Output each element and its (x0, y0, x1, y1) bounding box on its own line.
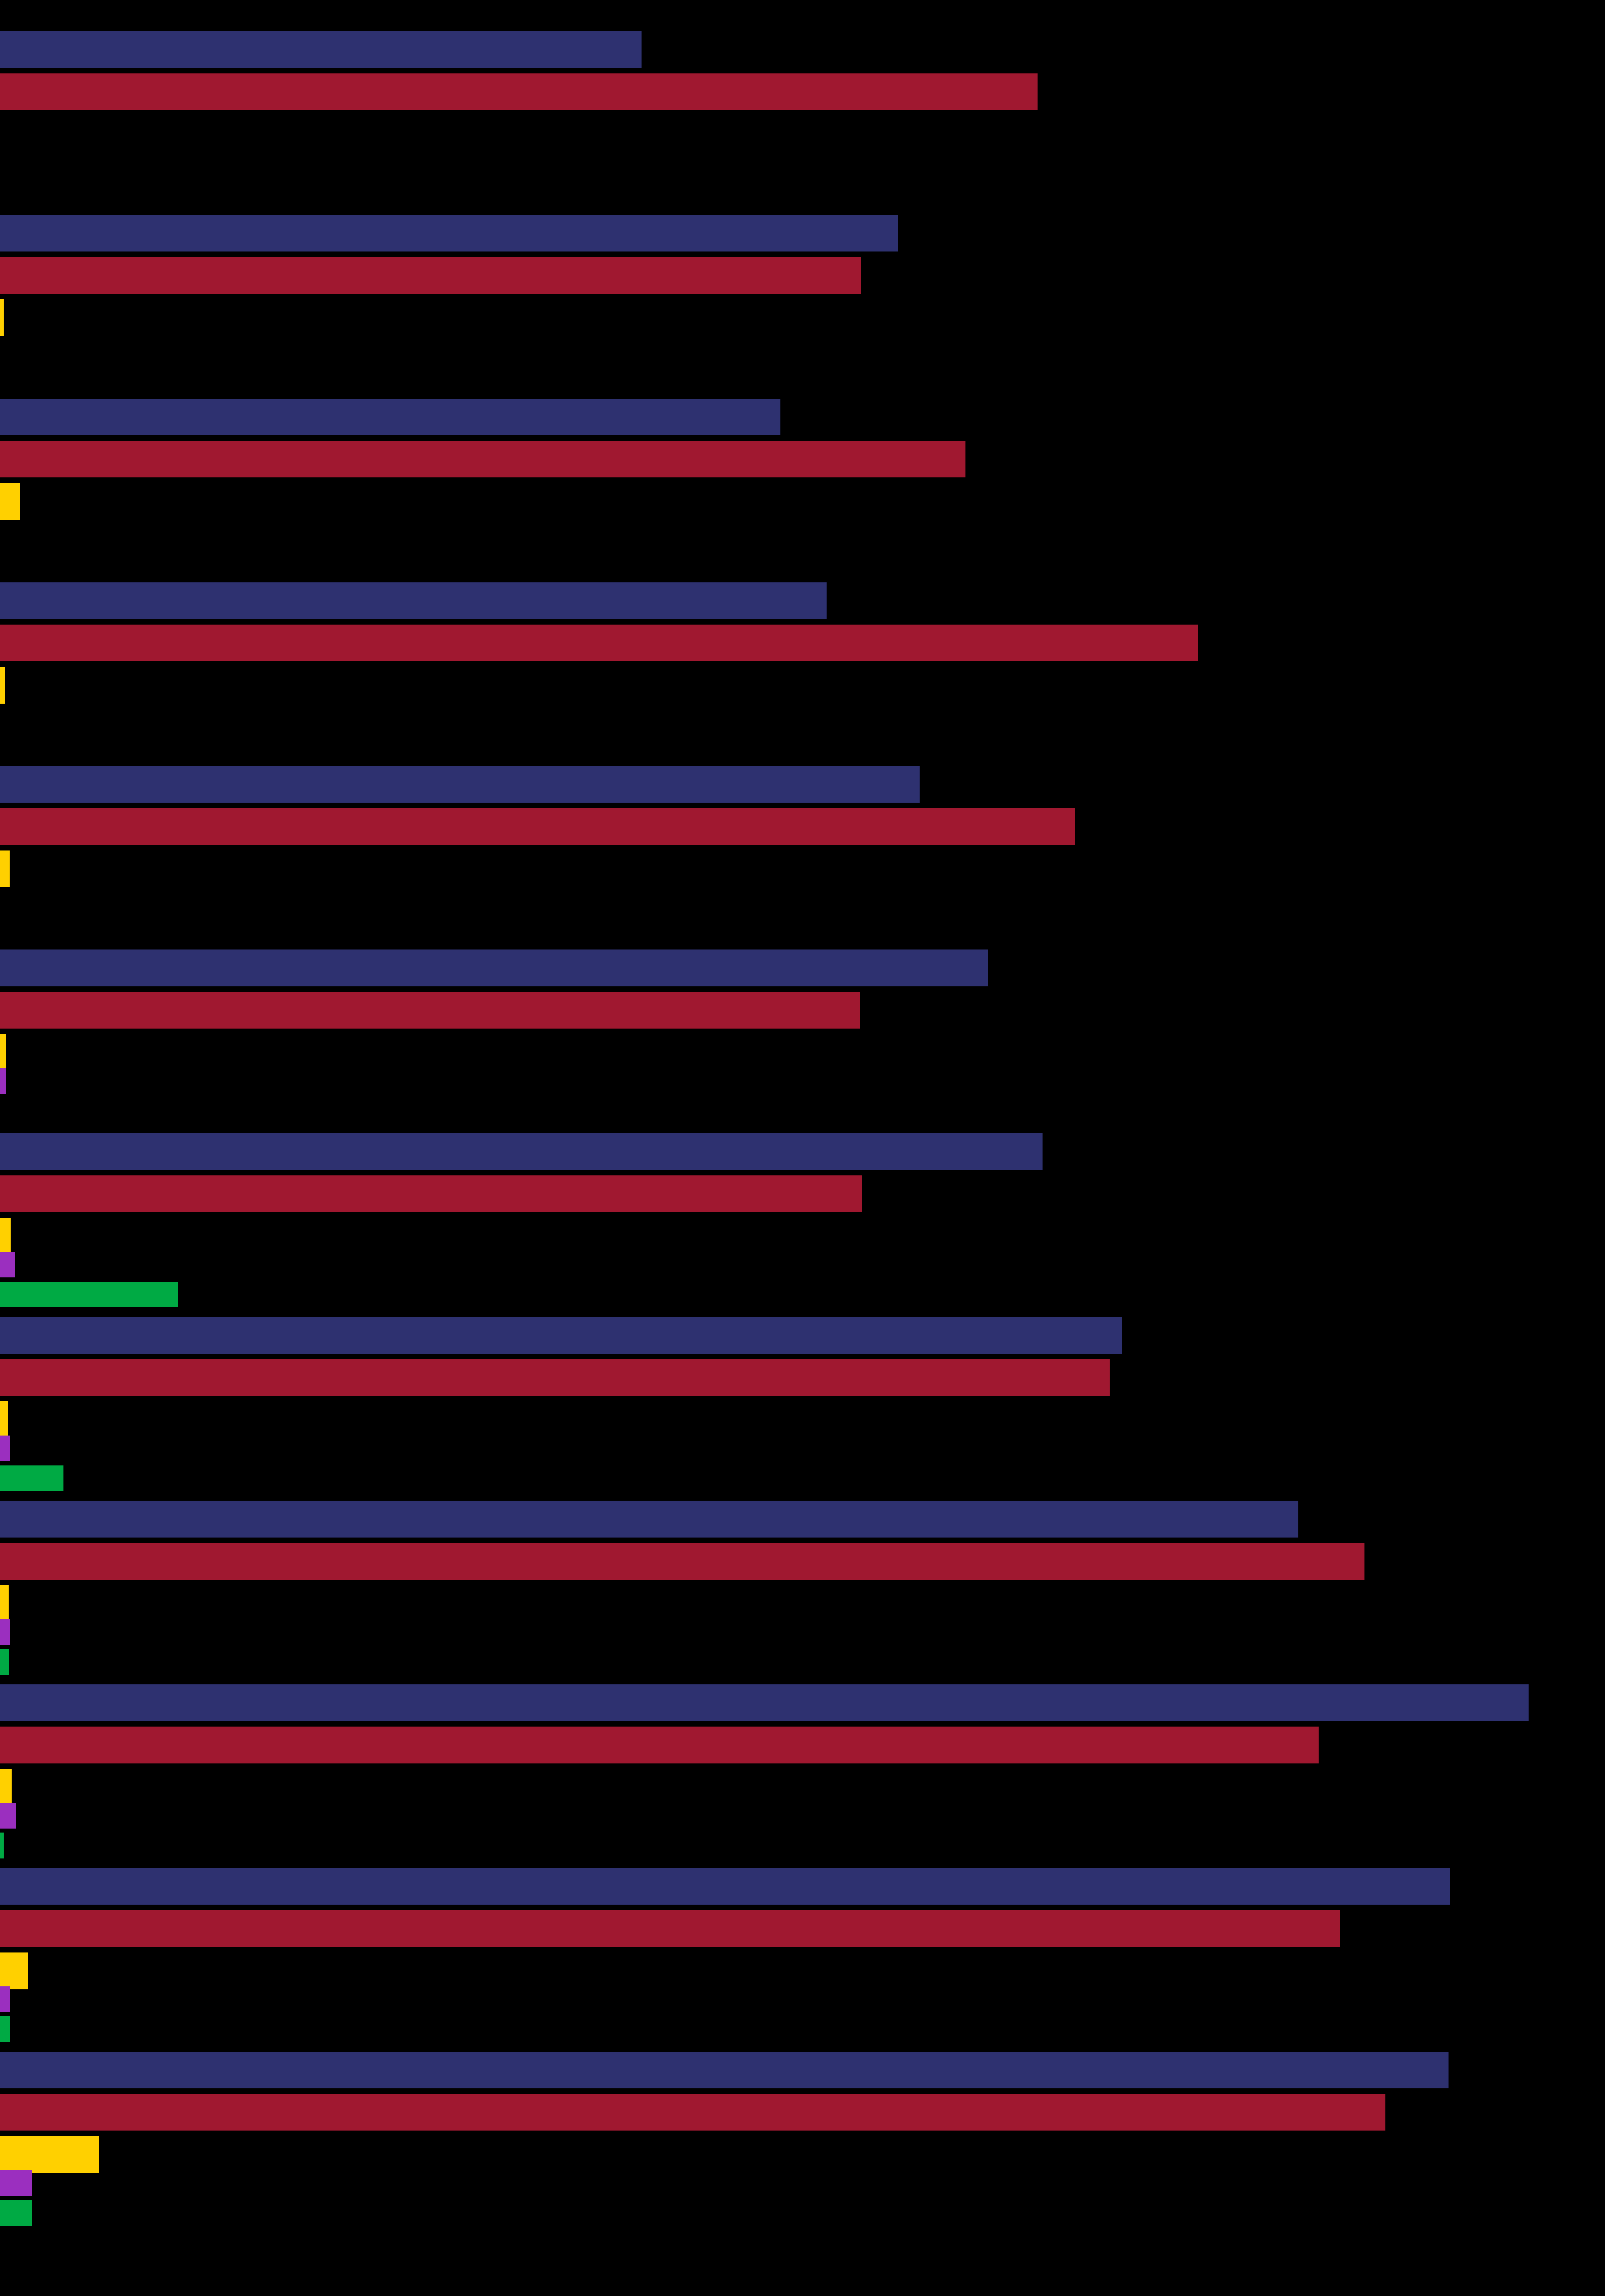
Bar (0, 2016, 10, 2041)
Bar (0, 1068, 6, 1093)
Bar (0, 2094, 1385, 2131)
Bar (0, 1768, 11, 1805)
Bar (0, 1134, 1043, 1171)
Bar (0, 1465, 64, 1490)
Bar (0, 1619, 10, 1644)
Bar (0, 767, 920, 804)
Bar (0, 1217, 11, 1254)
Bar (0, 992, 860, 1029)
Bar (0, 1033, 6, 1070)
Bar (0, 1832, 3, 1857)
Bar (0, 1176, 862, 1212)
Bar (0, 625, 1197, 661)
Bar (0, 1802, 16, 1828)
Bar (0, 1543, 1364, 1580)
Bar (0, 1952, 27, 1988)
Bar (0, 1685, 1528, 1722)
Bar (0, 216, 899, 253)
Bar (0, 2053, 1448, 2089)
Bar (0, 666, 5, 703)
Bar (0, 1649, 10, 1674)
Bar (0, 2170, 32, 2195)
Bar (0, 2200, 32, 2225)
Bar (0, 1869, 1449, 1906)
Bar (0, 583, 827, 620)
Bar (0, 298, 3, 335)
Bar (0, 1251, 14, 1277)
Bar (0, 73, 1037, 110)
Bar (0, 1502, 1298, 1538)
Bar (0, 1435, 10, 1460)
Bar (0, 1910, 1340, 1947)
Bar (0, 1986, 10, 2011)
Bar (0, 850, 10, 886)
Bar (0, 1401, 8, 1437)
Bar (0, 441, 966, 478)
Bar (0, 482, 21, 519)
Bar (0, 1359, 1109, 1396)
Bar (0, 2135, 100, 2172)
Bar (0, 1281, 178, 1306)
Bar (0, 808, 1075, 845)
Bar (0, 951, 987, 987)
Bar (0, 400, 780, 436)
Bar (0, 1318, 1122, 1355)
Bar (0, 32, 642, 69)
Bar (0, 257, 860, 294)
Bar (0, 1584, 8, 1621)
Bar (0, 1727, 1319, 1763)
